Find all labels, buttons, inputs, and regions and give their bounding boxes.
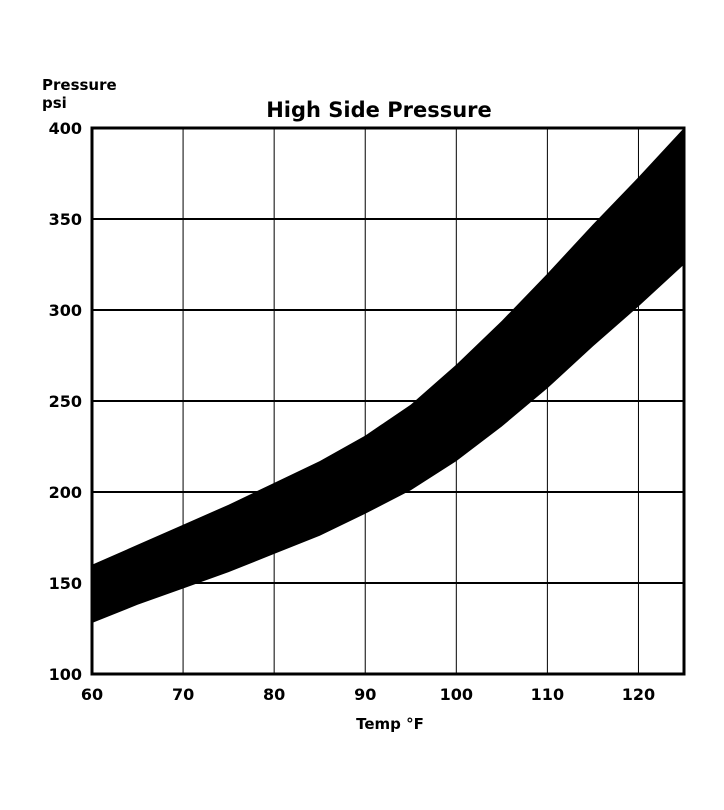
y-tick-label-150: 150: [49, 574, 82, 593]
x-tick-label-80: 80: [263, 685, 285, 704]
y-axis-title-line2: psi: [42, 94, 67, 112]
y-tick-label-200: 200: [49, 483, 82, 502]
y-tick-label-250: 250: [49, 392, 82, 411]
x-tick-label-110: 110: [531, 685, 564, 704]
data-band-layer: [92, 128, 684, 623]
y-tick-label-350: 350: [49, 210, 82, 229]
y-axis-title-line1: Pressure: [42, 76, 117, 94]
x-tick-label-100: 100: [440, 685, 473, 704]
y-tick-labels: 100 150 200 250 300 350 400: [49, 119, 82, 684]
grid-lines: [92, 128, 684, 674]
x-axis-title: Temp °F: [356, 715, 424, 733]
y-tick-label-100: 100: [49, 665, 82, 684]
y-tick-label-300: 300: [49, 301, 82, 320]
plot-frame: [90, 126, 686, 676]
x-tick-label-70: 70: [172, 685, 194, 704]
x-tick-labels: 60 70 80 90 100 110 120: [81, 685, 655, 704]
x-tick-label-60: 60: [81, 685, 103, 704]
y-tick-label-400: 400: [49, 119, 82, 138]
x-tick-label-120: 120: [622, 685, 655, 704]
x-tick-label-90: 90: [354, 685, 376, 704]
chart-title: High Side Pressure: [266, 98, 492, 122]
pressure-range-band: [92, 128, 684, 623]
